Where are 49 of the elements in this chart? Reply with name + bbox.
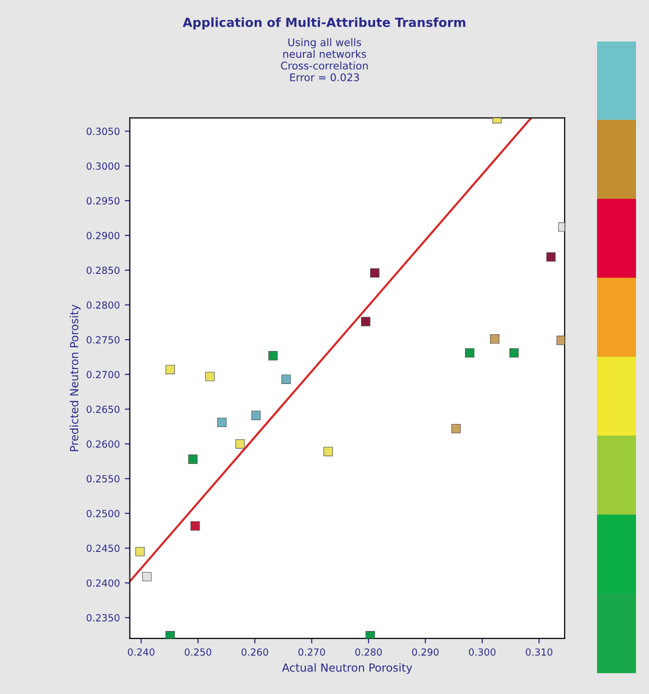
x-tick-label: 0.270 <box>298 648 325 656</box>
point <box>268 350 278 360</box>
point <box>205 372 215 382</box>
x-tick-label: 0.310 <box>526 648 552 656</box>
point <box>370 268 380 278</box>
y-tick-label: 0.2600 <box>86 440 120 448</box>
y-tick-label: 0.2550 <box>86 475 120 482</box>
y-tick-label: 0.2350 <box>86 614 120 622</box>
chart-subtitle: Using all wells neural networks Cross-correlation Error = 0.023 <box>280 38 368 82</box>
x-axis-title: Actual Neutron Porosity <box>282 663 412 674</box>
y-tick-label: 0.2850 <box>86 266 120 274</box>
point <box>235 439 245 449</box>
x-tick-label: 0.240 <box>128 648 154 656</box>
x-tick-label: 0.280 <box>355 648 382 656</box>
point <box>361 316 370 326</box>
point <box>546 252 556 262</box>
x-tick-label: 0.260 <box>242 648 268 656</box>
x-tick-label: 0.250 <box>184 648 212 656</box>
y-tick-label: 0.3000 <box>86 162 120 170</box>
x-tick-label: 0.290 <box>412 648 439 656</box>
point <box>509 348 519 358</box>
point <box>490 334 500 344</box>
point <box>281 374 291 384</box>
point <box>217 418 227 428</box>
y-tick-label: 0.2950 <box>86 197 120 205</box>
y-tick-label: 0.2750 <box>86 336 120 344</box>
point <box>451 424 461 434</box>
point <box>465 348 474 358</box>
y-tick-label: 0.2400 <box>86 579 120 587</box>
y-tick-label: 0.3050 <box>86 128 120 136</box>
point <box>142 572 152 582</box>
point <box>556 336 565 346</box>
point <box>190 521 200 531</box>
chart-title: Application of Multi-Attribute Transform <box>182 17 466 30</box>
point <box>251 410 261 420</box>
point <box>135 546 145 556</box>
y-tick-label: 0.2700 <box>86 370 120 378</box>
y-tick-label: 0.2900 <box>86 232 120 240</box>
point <box>366 631 375 638</box>
point <box>165 364 175 374</box>
y-tick-label: 0.2450 <box>86 544 120 552</box>
point <box>324 446 333 456</box>
x-tick-label: 0.300 <box>468 648 496 656</box>
y-tick-label: 0.2500 <box>86 510 120 518</box>
y-axis-title: Predicted Neutron Porosity <box>70 304 81 452</box>
y-tick-label: 0.2800 <box>86 301 120 309</box>
point <box>165 631 175 638</box>
point <box>188 454 198 464</box>
y-tick-label: 0.2650 <box>86 406 120 413</box>
